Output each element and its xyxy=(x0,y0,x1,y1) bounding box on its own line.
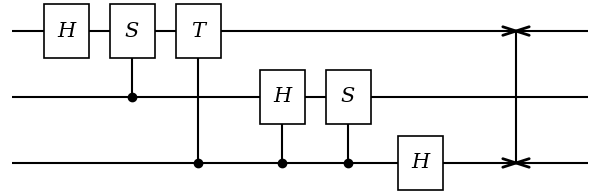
Bar xyxy=(398,136,443,190)
Text: S: S xyxy=(125,22,139,41)
Bar xyxy=(44,4,89,58)
Bar xyxy=(325,70,371,124)
Text: H: H xyxy=(273,87,291,107)
Bar xyxy=(260,70,305,124)
Text: H: H xyxy=(411,153,429,172)
Bar xyxy=(110,4,155,58)
Text: S: S xyxy=(341,87,355,107)
Text: H: H xyxy=(57,22,75,41)
Bar xyxy=(176,4,221,58)
Text: T: T xyxy=(191,22,205,41)
